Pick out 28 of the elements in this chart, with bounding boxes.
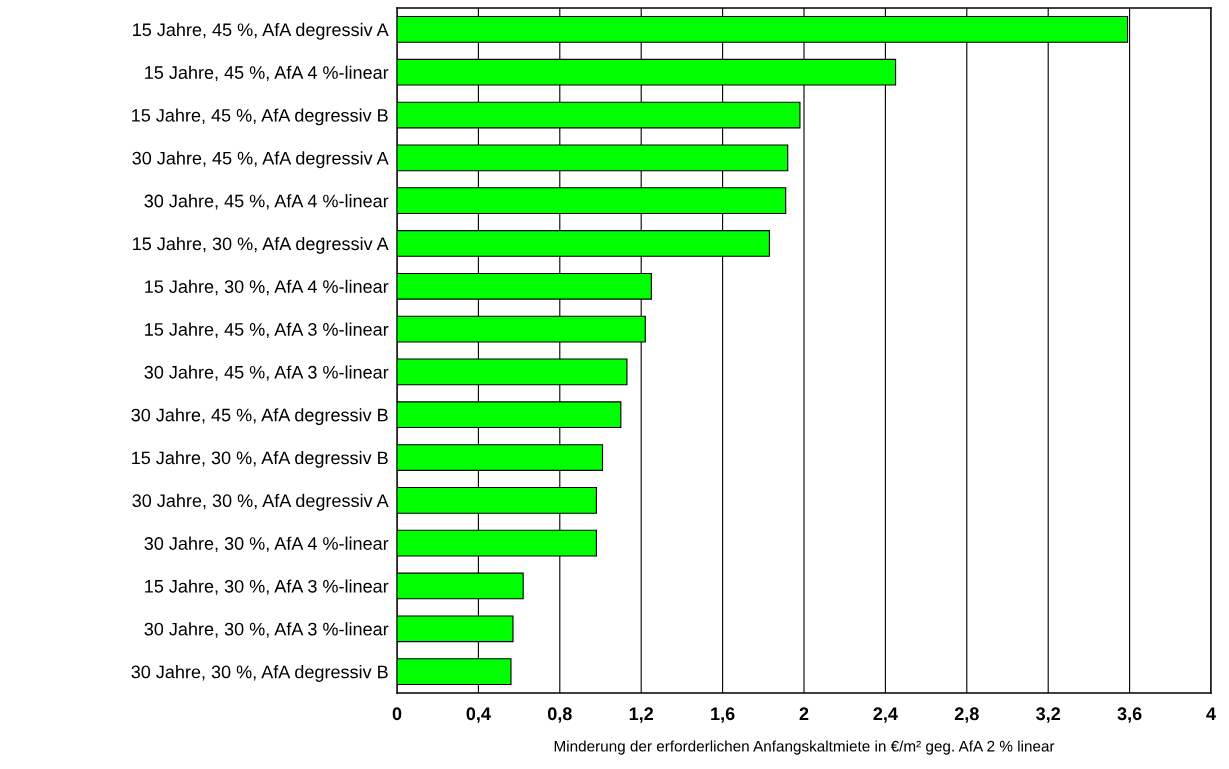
y-tick-label: 30 Jahre, 30 %, AfA degressiv B <box>131 665 388 682</box>
y-tick-label: 15 Jahre, 30 %, AfA 4 %-linear <box>145 279 389 296</box>
y-tick-label: 30 Jahre, 45 %, AfA degressiv A <box>132 151 389 169</box>
x-tick-label: 4 <box>1206 707 1216 720</box>
y-tick-label: 30 Jahre, 45 %, AfA degressiv B <box>131 408 388 426</box>
y-tick-label: 15 Jahre, 45 %, AfA 4 %-linear <box>145 65 389 82</box>
x-tick-label: 2 <box>799 707 809 720</box>
x-tick-label: 0,8 <box>547 707 572 723</box>
x-tick-label: 0,4 <box>466 707 491 723</box>
x-tick-label: 3,2 <box>1036 707 1061 723</box>
y-tick-label: 15 Jahre, 45 %, AfA degressiv B <box>132 108 388 126</box>
y-tick-label: 15 Jahre, 30 %, AfA degressiv A <box>133 236 389 254</box>
y-tick-label: 30 Jahre, 45 %, AfA 4 %-linear <box>144 194 389 210</box>
y-tick-label: 15 Jahre, 45 %, AfA 3 %-linear <box>145 322 389 338</box>
x-tick-label: 2,4 <box>873 707 898 723</box>
x-tick-label: 3,6 <box>1117 707 1142 723</box>
y-tick-label: 30 Jahre, 45 %, AfA 3 %-linear <box>144 365 389 381</box>
x-tick-label: 0 <box>392 707 402 721</box>
x-tick-label: 1,6 <box>711 707 735 723</box>
y-tick-label: 15 Jahre, 30 %, AfA degressiv B <box>132 450 388 468</box>
y-tick-label: 15 Jahre, 30 %, AfA 3 %-linear <box>145 579 389 595</box>
x-tick-label: 1,2 <box>629 707 654 723</box>
x-tick-label: 2,8 <box>954 707 979 723</box>
y-tick-label: 30 Jahre, 30 %, AfA degressiv A <box>132 493 389 511</box>
y-tick-label: 15 Jahre, 45 %, AfA degressiv A <box>133 22 389 40</box>
y-tick-label: 30 Jahre, 30 %, AfA 3 %-linear <box>144 622 389 638</box>
x-axis-title: Minderung der erforderlichen Anfangskaltmiete in €/m² geg. AfA 2 % linear <box>554 740 1055 755</box>
y-tick-label: 30 Jahre, 30 %, AfA 4 %-linear <box>144 536 389 553</box>
